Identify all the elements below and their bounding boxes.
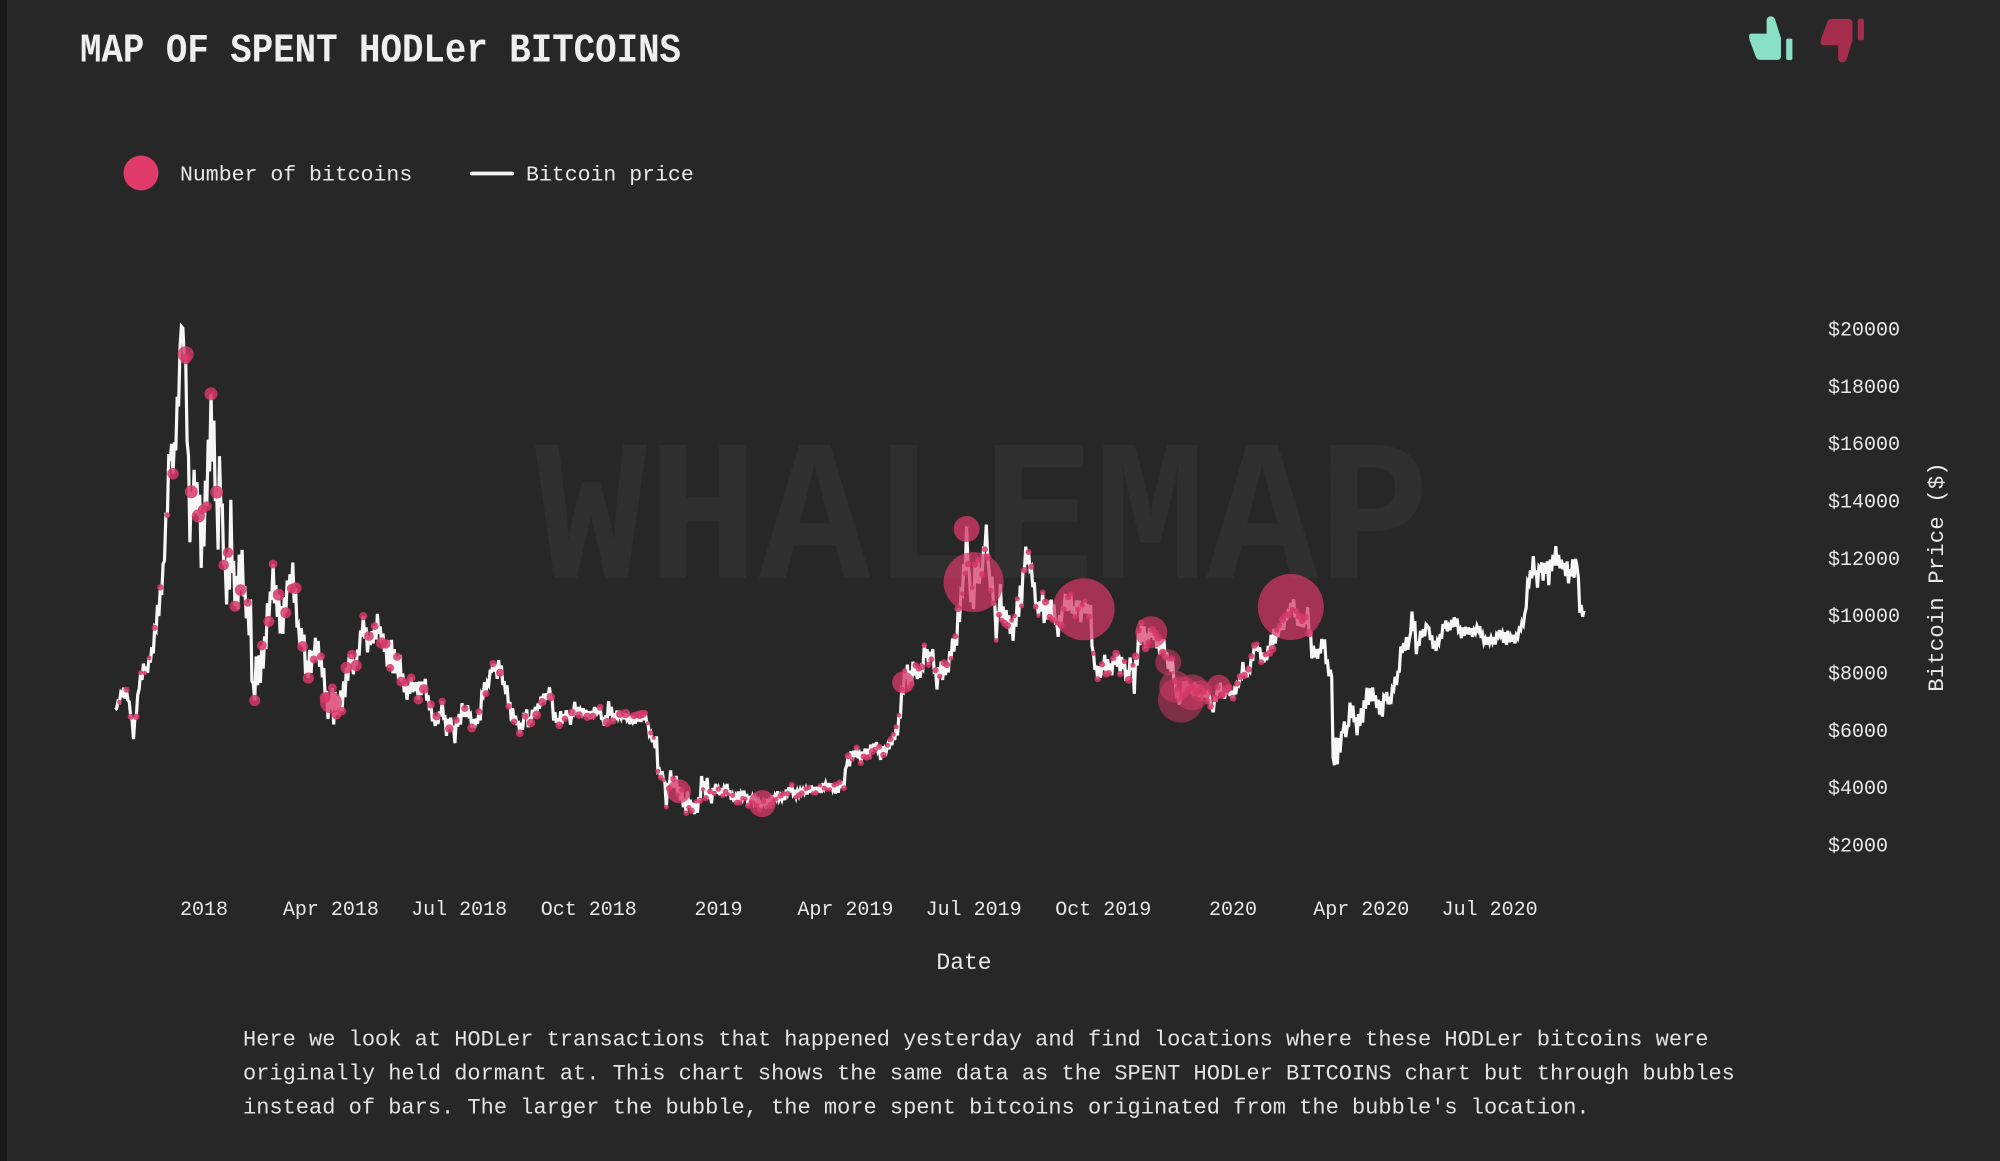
svg-text:$8000: $8000 xyxy=(1828,664,1888,687)
svg-text:$16000: $16000 xyxy=(1828,434,1900,457)
svg-text:Bitcoin Price ($): Bitcoin Price ($) xyxy=(1924,462,1950,692)
svg-text:$4000: $4000 xyxy=(1828,778,1888,801)
svg-text:Apr 2018: Apr 2018 xyxy=(283,899,379,922)
svg-text:originally held dormant at. Th: originally held dormant at. This chart s… xyxy=(243,1062,1735,1087)
svg-text:Jul 2019: Jul 2019 xyxy=(926,899,1022,922)
svg-text:MAP OF SPENT HODLer BITCOINS: MAP OF SPENT HODLer BITCOINS xyxy=(80,29,681,75)
svg-text:Apr 2019: Apr 2019 xyxy=(797,899,893,922)
svg-text:Bitcoin price: Bitcoin price xyxy=(526,164,694,188)
svg-text:$10000: $10000 xyxy=(1828,606,1900,629)
svg-text:Apr 2020: Apr 2020 xyxy=(1313,899,1409,922)
svg-text:Date: Date xyxy=(936,950,991,976)
svg-text:Jul 2020: Jul 2020 xyxy=(1442,899,1538,922)
svg-text:$20000: $20000 xyxy=(1828,320,1900,343)
svg-text:Oct 2019: Oct 2019 xyxy=(1055,899,1151,922)
svg-text:Number of bitcoins: Number of bitcoins xyxy=(180,164,412,188)
svg-text:$6000: $6000 xyxy=(1828,721,1888,744)
svg-text:2018: 2018 xyxy=(180,899,228,922)
svg-text:2020: 2020 xyxy=(1209,899,1257,922)
svg-text:$2000: $2000 xyxy=(1828,836,1888,859)
svg-text:Jul 2018: Jul 2018 xyxy=(411,899,507,922)
svg-text:Here we look at HODLer transac: Here we look at HODLer transactions that… xyxy=(243,1028,1708,1053)
svg-text:$14000: $14000 xyxy=(1828,492,1900,515)
svg-text:2019: 2019 xyxy=(694,899,742,922)
svg-text:$12000: $12000 xyxy=(1828,549,1900,572)
svg-text:instead of bars. The larger th: instead of bars. The larger the bubble, … xyxy=(243,1096,1590,1121)
svg-text:$18000: $18000 xyxy=(1828,377,1900,400)
svg-text:Oct 2018: Oct 2018 xyxy=(541,899,637,922)
